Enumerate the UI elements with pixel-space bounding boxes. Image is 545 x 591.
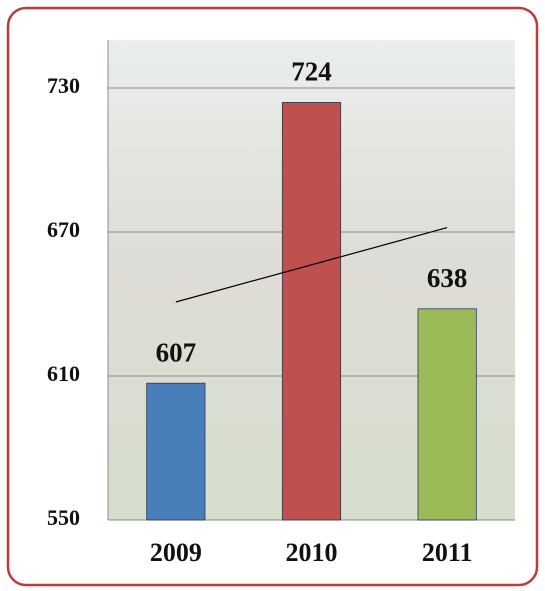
bar <box>281 102 342 521</box>
bar <box>146 382 206 521</box>
x-tick-label: 2009 <box>150 538 202 567</box>
y-tick-label: 610 <box>47 361 80 386</box>
x-tick-label: 2011 <box>422 538 473 567</box>
x-tick-label: 2010 <box>286 538 338 567</box>
bar <box>417 308 477 521</box>
y-tick-label: 730 <box>47 73 80 98</box>
trendline <box>175 227 448 303</box>
y-tick-label: 670 <box>47 217 80 242</box>
value-label: 638 <box>427 263 468 293</box>
value-label: 724 <box>291 57 332 87</box>
value-label: 607 <box>156 337 197 367</box>
y-tick-label: 550 <box>47 505 80 530</box>
